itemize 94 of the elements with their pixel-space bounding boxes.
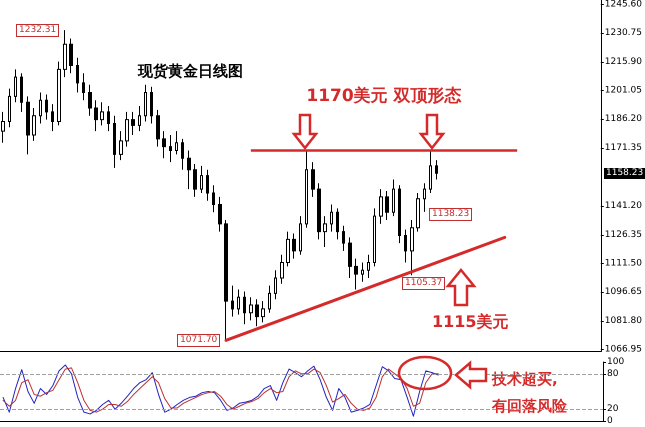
candlestick (268, 285, 271, 314)
y-tick-label: 1186.20 (604, 114, 642, 124)
candlestick (423, 182, 426, 212)
candlestick (20, 72, 23, 112)
candlestick (187, 150, 191, 190)
candlestick (336, 208, 339, 240)
y-tick-label: 1201.05 (604, 86, 642, 96)
candlestick (249, 296, 253, 321)
candlestick (243, 290, 246, 325)
y-tick-label: 20 (607, 404, 619, 414)
candlestick (100, 102, 104, 126)
y-tick-label: 1126.35 (604, 230, 642, 240)
y-tick-label: 1215.90 (604, 56, 642, 67)
candlestick (193, 163, 197, 198)
candlestick (212, 184, 215, 213)
candlestick (156, 109, 160, 148)
candlestick (330, 204, 333, 232)
candlestick (1, 111, 5, 144)
ref-line-label: 1170美元 双顶形态 (306, 86, 462, 106)
candlestick (138, 106, 141, 132)
candlestick (373, 208, 376, 267)
candlestick (299, 216, 302, 256)
candlestick (169, 134, 172, 163)
candlestick (379, 188, 383, 224)
annotation: 1115美元 (432, 312, 509, 333)
candlestick (224, 220, 228, 341)
annotation: 1071.70 (177, 334, 220, 347)
annotation: 1232.31 (16, 24, 60, 37)
candlestick (162, 130, 166, 159)
candlestick (82, 72, 85, 101)
y-tick-label: 1066.95 (604, 344, 642, 354)
candlestick (76, 57, 79, 94)
y-tick-label: 1245.60 (604, 0, 642, 10)
candlestick (32, 107, 36, 142)
candlestick (119, 130, 123, 161)
candlestick (280, 254, 284, 284)
candlestick (342, 225, 345, 252)
candlestick (354, 258, 358, 290)
candlestick (26, 96, 30, 155)
y-tick-label: 1111.50 (604, 258, 642, 268)
annotation: 1138.23 (429, 208, 472, 221)
candlestick (45, 94, 48, 120)
candlestick (113, 115, 116, 168)
y-tick-label: 80 (607, 368, 619, 379)
candlestick (429, 150, 432, 194)
candlestick (237, 289, 240, 316)
candlestick (317, 182, 321, 240)
candlestick (14, 68, 17, 103)
y-tick-label: 1171.35 (604, 142, 642, 153)
candlestick (63, 30, 67, 78)
candlestick (274, 270, 277, 300)
candlestick (94, 100, 98, 132)
candlestick (404, 229, 407, 263)
candlestick (348, 236, 352, 278)
candlestick (261, 300, 265, 323)
y-tick-label: 1096.65 (604, 287, 642, 298)
candlestick (69, 38, 73, 74)
candlestick (125, 111, 129, 148)
candlestick (200, 165, 203, 194)
candlestick (286, 231, 290, 267)
candlestick (305, 150, 308, 228)
candlestick (416, 192, 420, 232)
candlestick (150, 86, 153, 124)
candlestick (398, 184, 401, 244)
candlestick (361, 262, 364, 282)
candlestick (57, 61, 61, 126)
candlestick (51, 104, 54, 132)
candlestick (367, 254, 370, 278)
candlestick (107, 106, 110, 132)
y-tick-label: 1230.75 (604, 28, 642, 38)
candlestick (8, 88, 11, 128)
text: 现货黄金日线图 (138, 62, 243, 81)
annotation: 1105.37 (402, 277, 446, 290)
y-tick-label: 1141.20 (604, 201, 642, 212)
candlestick (323, 216, 327, 248)
y-tick-label: 0 (607, 416, 613, 426)
candlestick (435, 160, 438, 180)
candlestick (292, 233, 296, 260)
candlestick (218, 196, 222, 232)
candlestick (181, 138, 184, 170)
candlestick (385, 190, 389, 221)
y-tick-label: 1081.80 (604, 316, 642, 326)
candlestick (231, 285, 234, 318)
candlestick (175, 130, 178, 155)
candlestick (144, 84, 147, 122)
text: 1158.23 (604, 168, 645, 179)
y-tick-label: 100 (607, 357, 624, 367)
candlestick (39, 92, 42, 124)
candlestick (392, 178, 395, 217)
candlestick (88, 84, 92, 116)
candlestick (131, 111, 135, 136)
candlestick (255, 298, 259, 327)
candlestick (206, 169, 209, 202)
candlestick (311, 162, 315, 198)
